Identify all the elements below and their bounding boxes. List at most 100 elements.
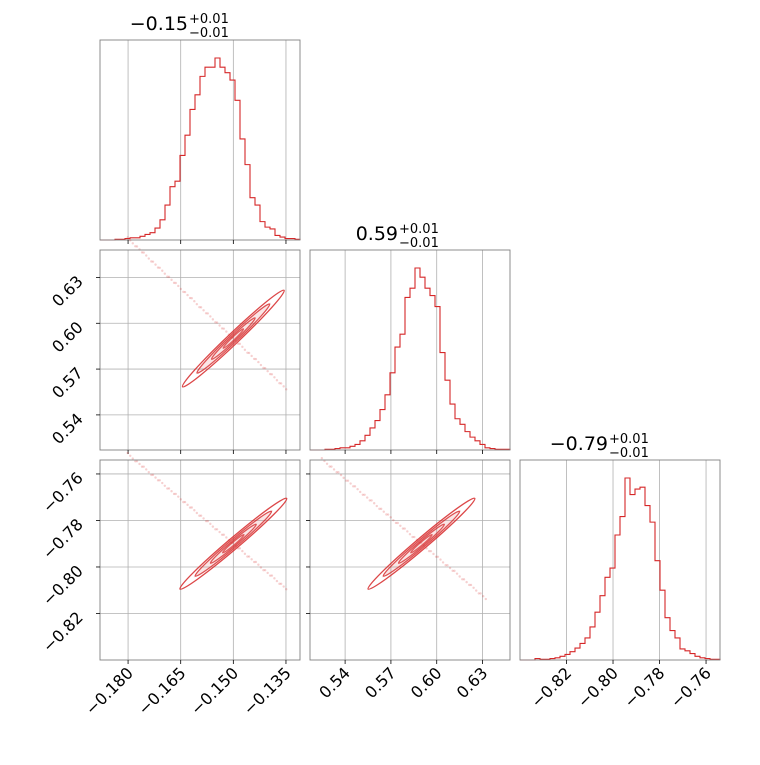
pair-2-sample-69 — [484, 597, 488, 601]
pair-2-sample-59 — [461, 578, 464, 581]
pair-2-sample-24 — [378, 507, 381, 511]
pair-0-core — [195, 302, 272, 375]
pair-1-sample-11 — [151, 473, 155, 477]
pair-0-sample-18 — [167, 275, 171, 279]
pair-1-sample-43 — [225, 536, 228, 539]
pair-2-sample-46 — [429, 549, 433, 553]
pair-1-sample-53 — [247, 555, 251, 558]
pair-2-sample-48 — [434, 555, 438, 558]
pair-0-sample-69 — [285, 388, 288, 391]
pair-0-sample-4 — [135, 245, 139, 248]
pair-panel-0-2 — [96, 451, 301, 664]
pair-0-sample-27 — [188, 296, 192, 300]
pair-0-sample-10 — [150, 260, 153, 263]
pair-2-sample-14 — [353, 485, 357, 488]
pair-0-sample-56 — [254, 357, 258, 361]
pair-1-sample-50 — [241, 549, 244, 553]
pair-2-sample-62 — [468, 583, 471, 587]
pair-0-sample-41 — [220, 327, 224, 330]
pair-2-contour-2 — [397, 523, 446, 564]
pair-2-sample-22 — [372, 502, 376, 505]
pair-0-sample-40 — [218, 324, 221, 327]
pair-0-contour-3 — [222, 328, 245, 349]
pair-1-frame — [99, 459, 301, 661]
pair-2-contour-0 — [367, 497, 476, 590]
pair-0-sample-60 — [263, 366, 267, 370]
hist-2-frame — [519, 459, 721, 661]
pair-1-core — [193, 509, 274, 578]
pair-2-sample-39 — [413, 535, 416, 539]
hist-0-title-sup: +0.01 — [189, 12, 229, 27]
pair-2-sample-25 — [379, 507, 383, 511]
xlabel-col1-tick-1: 0.57 — [361, 663, 400, 702]
pair-2-frame — [309, 459, 511, 661]
pair-0-sample-31 — [198, 305, 201, 309]
pair-1-sample-31 — [198, 514, 201, 517]
pair-1-sample-68 — [282, 585, 285, 588]
pair-1-sample-61 — [266, 571, 269, 575]
pair-0-sample-28 — [190, 297, 193, 300]
pair-2-sample-51 — [441, 561, 445, 564]
pair-1-sample-18 — [167, 487, 171, 490]
pair-1-sample-22 — [177, 495, 180, 498]
xlabel-col2-tick-0: −0.82 — [527, 663, 575, 711]
pair-0-sample-6 — [140, 251, 144, 254]
pair-1-sample-66 — [278, 582, 281, 586]
pair-2-sample-47 — [432, 552, 435, 556]
pair-1-sample-2 — [131, 457, 134, 460]
pair-1-sample-60 — [263, 568, 267, 572]
pair-0-sample-34 — [204, 312, 208, 315]
pair-2-sample-29 — [389, 516, 392, 519]
pair-2-sample-30 — [392, 518, 395, 522]
pair-0-sample-19 — [170, 278, 173, 282]
pair-0-sample-15 — [161, 269, 164, 272]
xlabel-col0-tick-0: −0.180 — [82, 663, 137, 718]
ylabel-row1-tick-2: 0.60 — [48, 318, 87, 357]
pair-0-sample-35 — [206, 312, 210, 315]
pair-2-sample-50 — [439, 558, 442, 561]
pair-0-sample-12 — [154, 263, 157, 266]
pair-0-sample-59 — [262, 366, 265, 370]
pair-1-sample-54 — [250, 558, 253, 561]
pair-2-sample-0 — [320, 456, 324, 460]
pair-1-sample-56 — [254, 560, 258, 564]
pair-1-sample-0 — [126, 451, 129, 455]
pair-1-contour-0 — [179, 497, 288, 590]
hist-1-step-line — [310, 267, 511, 451]
pair-0-sample-53 — [247, 351, 251, 355]
pair-2-sample-2 — [325, 462, 329, 465]
pair-0-sample-58 — [259, 363, 263, 367]
pair-0-sample-57 — [257, 360, 260, 364]
pair-2-sample-9 — [342, 476, 345, 480]
pair-1-sample-19 — [170, 490, 173, 493]
pair-1-sample-10 — [150, 473, 153, 477]
hist-2-title: −0.79 — [550, 433, 608, 455]
pair-2-sample-10 — [345, 479, 348, 482]
pair-0-sample-9 — [147, 257, 150, 260]
pair-0-sample-16 — [163, 272, 167, 275]
pair-0-sample-14 — [158, 266, 161, 269]
pair-2-sample-28 — [386, 513, 390, 516]
pair-2-sample-56 — [453, 569, 456, 573]
pair-panel-0-1 — [96, 236, 301, 454]
pair-1-sample-38 — [214, 528, 217, 531]
pair-0-contour-2 — [210, 317, 256, 360]
pair-1-sample-16 — [163, 484, 167, 487]
pair-0-sample-0 — [126, 236, 129, 239]
xlabel-col1-tick-0: 0.54 — [315, 663, 354, 702]
pair-1-sample-23 — [179, 498, 183, 501]
xlabel-col2-tick-2: −0.78 — [620, 663, 668, 711]
pair-1-sample-65 — [275, 579, 279, 583]
pair-2-sample-52 — [444, 564, 447, 567]
pair-1-sample-14 — [158, 479, 161, 482]
pair-1-sample-21 — [174, 492, 177, 496]
pair-0-sample-26 — [186, 293, 189, 297]
pair-1-sample-62 — [268, 574, 272, 577]
pair-1-sample-55 — [252, 560, 256, 564]
hist-0-step-line — [100, 57, 301, 241]
pair-0-sample-7 — [142, 251, 145, 254]
pair-2-sample-17 — [361, 493, 365, 496]
pair-2-sample-21 — [370, 499, 373, 502]
pair-2-sample-36 — [406, 530, 409, 533]
